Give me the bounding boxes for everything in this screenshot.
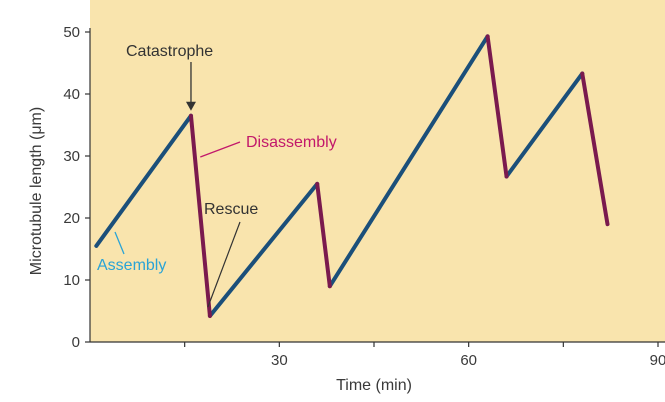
y-axis-ticks: 0 10 20 30 40 50 xyxy=(63,24,90,351)
plot-background xyxy=(90,0,665,342)
series-segment xyxy=(315,181,332,289)
series-disassembly xyxy=(188,34,610,318)
series-segment xyxy=(485,34,509,179)
series-segment xyxy=(580,71,610,227)
series-segment xyxy=(188,113,212,318)
y-tick-label: 0 xyxy=(72,334,80,351)
chart-marks xyxy=(94,34,610,318)
annotation-label: Catastrophe xyxy=(126,43,213,60)
y-tick-label: 30 xyxy=(63,148,80,165)
y-tick-label: 50 xyxy=(63,24,80,41)
y-tick-label: 20 xyxy=(63,210,80,227)
x-tick-label: 30 xyxy=(271,352,288,369)
annotation-label: Assembly xyxy=(97,257,166,274)
annotation-arrow xyxy=(207,221,241,308)
series-segment xyxy=(327,34,490,289)
series-segment xyxy=(504,71,585,179)
annotation-label: Disassembly xyxy=(246,134,337,151)
x-axis-ticks: 30 60 90 xyxy=(184,342,665,369)
y-tick-label: 10 xyxy=(63,272,80,289)
x-axis-title: Time (min) xyxy=(336,377,412,394)
annotation-label: Rescue xyxy=(204,201,258,218)
y-axis-title: Microtubule length (μm) xyxy=(28,107,45,275)
x-tick-label: 60 xyxy=(460,352,477,369)
annotation-leader xyxy=(114,231,125,255)
chart-annotations: Catastrophe Disassembly Rescue Assembly xyxy=(97,43,337,308)
y-tick-label: 40 xyxy=(63,86,80,103)
arrowhead xyxy=(185,101,196,111)
series-segment xyxy=(94,113,193,248)
x-tick-label: 90 xyxy=(650,352,665,369)
series-segment xyxy=(207,181,320,318)
series-assembly xyxy=(94,34,585,318)
annotation-leader xyxy=(200,141,241,158)
